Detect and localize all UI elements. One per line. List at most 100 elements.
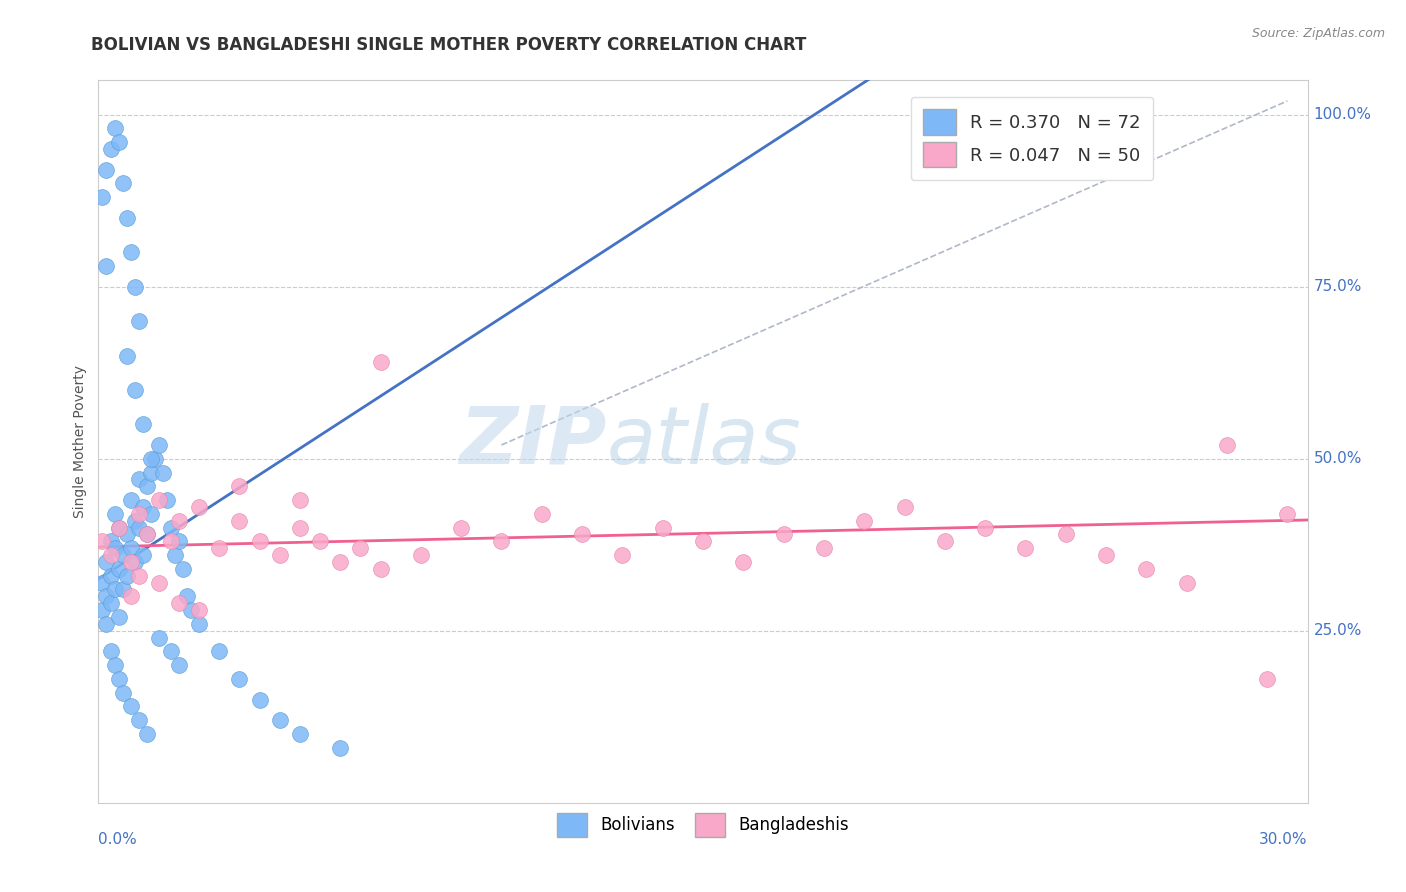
Point — [107, 562, 129, 576]
Point — [249, 692, 271, 706]
Point — [115, 349, 138, 363]
Point — [288, 493, 311, 508]
Point — [329, 740, 352, 755]
Point — [651, 520, 673, 534]
Point — [172, 562, 194, 576]
Text: atlas: atlas — [606, 402, 801, 481]
Point — [288, 520, 311, 534]
Point — [288, 727, 311, 741]
Point — [1014, 541, 1036, 556]
Point — [167, 596, 190, 610]
Point — [349, 541, 371, 556]
Y-axis label: Single Mother Poverty: Single Mother Poverty — [73, 365, 87, 518]
Point — [96, 162, 118, 177]
Point — [228, 479, 250, 493]
Point — [103, 582, 125, 597]
Point — [160, 534, 183, 549]
Point — [120, 541, 142, 556]
Point — [135, 479, 157, 493]
Point — [853, 514, 876, 528]
Point — [107, 135, 129, 149]
Point — [91, 190, 114, 204]
Point — [91, 575, 114, 590]
Point — [115, 527, 138, 541]
Point — [124, 514, 146, 528]
Point — [103, 541, 125, 556]
Point — [143, 451, 166, 466]
Point — [450, 520, 472, 534]
Point — [893, 500, 915, 514]
Legend: Bolivians, Bangladeshis: Bolivians, Bangladeshis — [548, 805, 858, 845]
Point — [148, 631, 170, 645]
Point — [974, 520, 997, 534]
Text: 30.0%: 30.0% — [1260, 831, 1308, 847]
Point — [612, 548, 634, 562]
Point — [156, 493, 179, 508]
Point — [124, 383, 146, 397]
Point — [120, 493, 142, 508]
Point — [120, 555, 142, 569]
Point — [111, 686, 134, 700]
Point — [135, 527, 157, 541]
Point — [188, 616, 211, 631]
Point — [135, 727, 157, 741]
Point — [103, 658, 125, 673]
Text: 50.0%: 50.0% — [1313, 451, 1362, 467]
Text: Source: ZipAtlas.com: Source: ZipAtlas.com — [1251, 27, 1385, 40]
Point — [733, 555, 755, 569]
Point — [120, 699, 142, 714]
Point — [103, 507, 125, 521]
Point — [115, 211, 138, 225]
Point — [124, 555, 146, 569]
Point — [132, 548, 155, 562]
Point — [128, 520, 150, 534]
Point — [103, 121, 125, 136]
Point — [107, 520, 129, 534]
Point — [228, 672, 250, 686]
Point — [934, 534, 956, 549]
Point — [107, 672, 129, 686]
Point — [370, 562, 392, 576]
Point — [132, 417, 155, 432]
Text: ZIP: ZIP — [458, 402, 606, 481]
Point — [1095, 548, 1118, 562]
Point — [772, 527, 794, 541]
Point — [96, 590, 118, 604]
Point — [152, 466, 174, 480]
Point — [100, 548, 122, 562]
Point — [115, 568, 138, 582]
Point — [329, 555, 352, 569]
Point — [1216, 438, 1239, 452]
Point — [249, 534, 271, 549]
Point — [100, 596, 122, 610]
Point — [96, 259, 118, 273]
Point — [100, 142, 122, 156]
Point — [100, 534, 122, 549]
Point — [96, 555, 118, 569]
Text: 25.0%: 25.0% — [1313, 624, 1362, 639]
Point — [148, 493, 170, 508]
Point — [167, 514, 190, 528]
Point — [128, 314, 150, 328]
Point — [124, 279, 146, 293]
Point — [120, 245, 142, 260]
Text: 75.0%: 75.0% — [1313, 279, 1362, 294]
Point — [148, 575, 170, 590]
Point — [128, 713, 150, 727]
Point — [139, 466, 162, 480]
Point — [128, 568, 150, 582]
Point — [571, 527, 593, 541]
Point — [100, 568, 122, 582]
Point — [100, 644, 122, 658]
Point — [176, 590, 198, 604]
Point — [167, 534, 190, 549]
Point — [370, 355, 392, 369]
Point — [96, 616, 118, 631]
Point — [269, 713, 291, 727]
Point — [163, 548, 186, 562]
Point — [128, 507, 150, 521]
Point — [139, 451, 162, 466]
Point — [188, 603, 211, 617]
Point — [692, 534, 714, 549]
Text: BOLIVIAN VS BANGLADESHI SINGLE MOTHER POVERTY CORRELATION CHART: BOLIVIAN VS BANGLADESHI SINGLE MOTHER PO… — [91, 36, 807, 54]
